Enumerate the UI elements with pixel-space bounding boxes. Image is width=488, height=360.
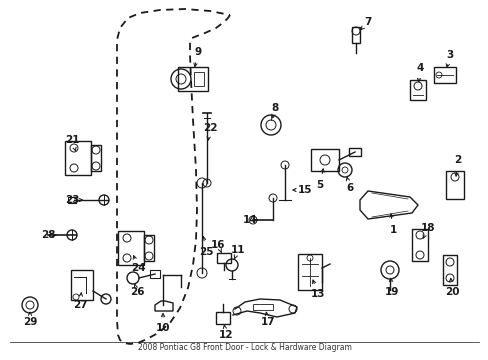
Bar [252, 304, 272, 310]
Bar [143, 235, 154, 261]
Text: 21: 21 [64, 135, 79, 145]
Text: 12: 12 [218, 330, 233, 340]
Bar [178, 67, 207, 91]
Polygon shape [155, 301, 173, 311]
Text: 16: 16 [210, 240, 225, 250]
Text: 24: 24 [130, 263, 145, 273]
Text: 29: 29 [23, 317, 37, 327]
Text: 6: 6 [346, 183, 353, 193]
Text: 19: 19 [384, 287, 398, 297]
Text: 2008 Pontiac G8 Front Door - Lock & Hardware Diagram: 2008 Pontiac G8 Front Door - Lock & Hard… [137, 343, 351, 352]
Text: 20: 20 [444, 287, 458, 297]
Text: 17: 17 [260, 317, 275, 327]
Text: 26: 26 [129, 287, 144, 297]
Polygon shape [359, 191, 417, 219]
Text: 8: 8 [271, 103, 278, 113]
Bar [118, 231, 143, 265]
Text: 1: 1 [388, 225, 396, 235]
Bar [297, 254, 321, 290]
Text: 4: 4 [415, 63, 423, 73]
Text: 14: 14 [242, 215, 257, 225]
Text: 10: 10 [156, 323, 170, 333]
Text: 22: 22 [203, 123, 217, 133]
Bar [65, 141, 91, 175]
Bar [91, 145, 101, 171]
Bar [216, 312, 229, 324]
Bar [310, 149, 338, 171]
Bar [411, 229, 427, 261]
Text: 18: 18 [420, 223, 434, 233]
Text: 11: 11 [230, 245, 245, 255]
Text: 5: 5 [316, 180, 323, 190]
Bar [433, 67, 455, 83]
Text: 28: 28 [41, 230, 55, 240]
Bar [150, 270, 160, 278]
Bar [445, 171, 463, 199]
Text: 13: 13 [310, 289, 325, 299]
Text: 23: 23 [64, 195, 79, 205]
Text: 25: 25 [198, 247, 213, 257]
Text: 27: 27 [73, 300, 87, 310]
Bar [217, 253, 230, 263]
Bar [71, 270, 93, 300]
Bar [348, 148, 360, 156]
Text: 15: 15 [297, 185, 312, 195]
Bar [68, 197, 76, 203]
Text: 3: 3 [446, 50, 453, 60]
Bar [351, 27, 359, 43]
Bar [442, 255, 456, 285]
Bar [409, 80, 425, 100]
Text: 9: 9 [194, 47, 201, 57]
Text: 2: 2 [453, 155, 461, 165]
Bar [194, 72, 203, 86]
Text: 7: 7 [364, 17, 371, 27]
